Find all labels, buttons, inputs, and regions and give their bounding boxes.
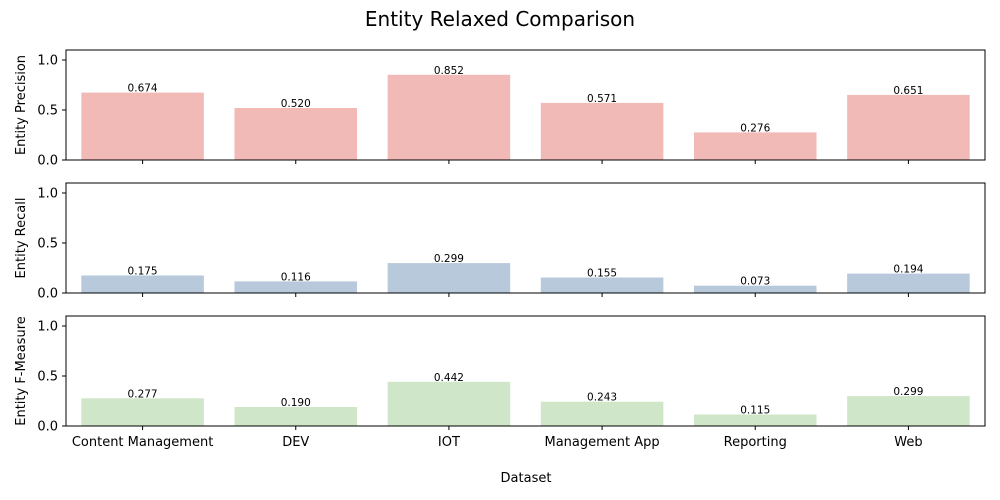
y-tick-label: 0.5 [37,237,58,252]
bar-value-label: 0.276 [740,122,770,134]
axes-frame [65,49,986,161]
bar [540,401,664,426]
bar-value-label: 0.651 [893,85,923,97]
bar-value-label: 0.442 [434,372,464,384]
subplots: 0.674 0.520 0.852 0.571 0.276 0.651 0.0 0.5 1.0 E… [14,49,986,450]
bar [387,263,511,293]
axes-frame [65,315,986,427]
x-axis-label: Dataset [501,471,552,486]
subplot-2: 0.175 0.116 0.299 0.155 0.073 0.194 0.0 0.5 1.0 E… [14,182,986,302]
y-tick-label: 0.0 [37,420,58,435]
bar-value-label: 0.243 [587,392,617,404]
y-axis-label: Entity Precision [14,55,29,155]
x-tick-label: Web [894,435,922,450]
bar [847,396,970,426]
y-axis-label: Entity F-Measure [14,316,29,426]
y-tick-label: 0.5 [37,370,58,385]
bar [693,285,817,293]
bar-value-label: 0.299 [893,386,923,398]
bar-value-label: 0.175 [128,266,158,278]
y-axis-label: Entity Recall [14,198,29,279]
bar-value-label: 0.194 [893,264,923,276]
y-tick-label: 1.0 [37,320,58,335]
bar [847,94,970,160]
x-tick-label: Reporting [724,435,787,450]
y-tick-label: 1.0 [37,187,58,202]
bar [234,108,358,160]
y-tick-label: 1.0 [37,54,58,69]
bar [81,398,204,426]
bar-value-label: 0.115 [740,405,770,417]
bar [387,74,511,160]
bar-value-label: 0.299 [434,253,464,265]
bar [81,92,204,160]
bar-value-label: 0.073 [740,276,770,288]
bar-value-label: 0.155 [587,268,617,280]
y-tick-label: 0.0 [37,154,58,169]
x-tick-label: Management App [544,435,659,450]
bar [847,273,970,293]
bar [693,132,817,160]
bar-value-label: 0.852 [434,65,464,77]
bar-value-label: 0.520 [281,98,311,110]
bar [540,277,664,293]
bar-value-label: 0.190 [281,397,311,409]
subplot-3: 0.277 0.190 0.442 0.243 0.115 0.299 0.0 0.5 1.0 E… [14,315,986,435]
bar-value-label: 0.116 [281,271,311,283]
x-tick-label: Content Management [72,435,213,450]
bar [387,381,511,426]
axes-frame [65,182,986,294]
x-tick-label: IOT [438,435,460,450]
bar-value-label: 0.277 [128,388,158,400]
bar [234,281,358,293]
bar-value-label: 0.674 [128,83,158,95]
chart-title: Entity Relaxed Comparison [365,7,635,31]
bar [540,102,664,160]
bar-value-label: 0.571 [587,93,617,105]
subplot-1: 0.674 0.520 0.852 0.571 0.276 0.651 0.0 0.5 1.0 E… [14,49,986,169]
bar [693,414,817,426]
y-tick-label: 0.0 [37,287,58,302]
x-tick-label: DEV [282,435,309,450]
bar [234,407,358,426]
bar [81,275,204,293]
y-tick-label: 0.5 [37,104,58,119]
